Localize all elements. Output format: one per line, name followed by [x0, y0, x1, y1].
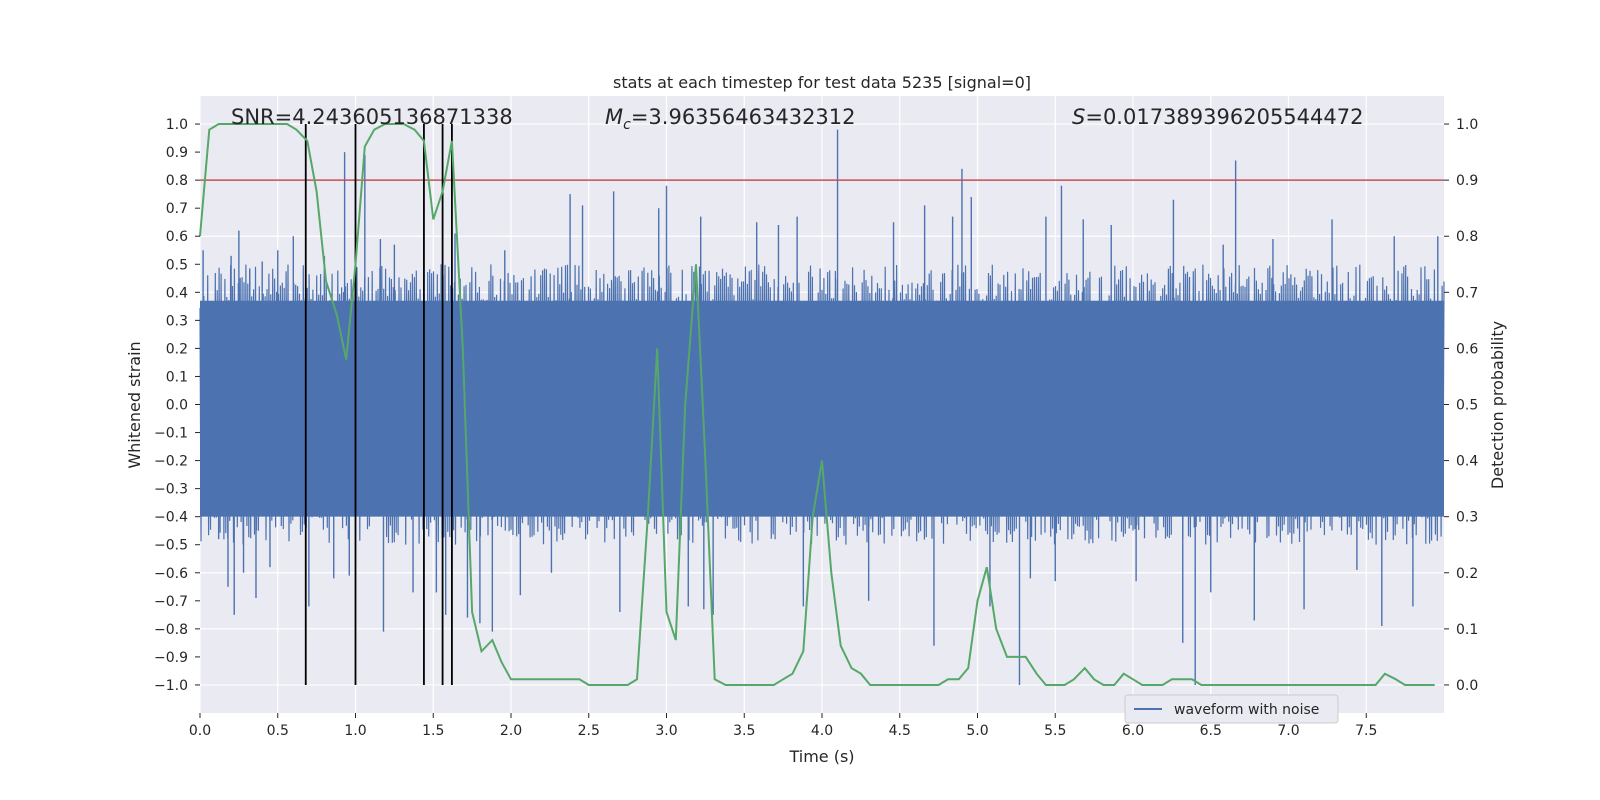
- y-tick-label: 0.8: [166, 173, 188, 189]
- chirp-mass-subscript: c: [623, 117, 631, 133]
- vertical-lines: [304, 124, 453, 685]
- y-tick-label: 0.5: [166, 257, 188, 273]
- probability-series: [199, 123, 1435, 686]
- y2-tick-label: 0.7: [1456, 285, 1478, 301]
- score-value: =0.017389396205544472: [1085, 105, 1363, 129]
- y2-axis-label: Detection probability: [1488, 321, 1507, 489]
- waveform-series: [199, 129, 1445, 685]
- y2-axis-ticks: 0.0 0.1 0.2 0.3 0.4 0.5 0.6 0.7 0.8 0.9 1.0: [1444, 117, 1478, 694]
- x-tick-label: 4.0: [811, 723, 833, 739]
- y2-tick-label: 0.6: [1456, 341, 1478, 357]
- y-tick-label: 1.0: [166, 117, 188, 133]
- score-symbol: S: [1072, 105, 1085, 129]
- x-tick-label: 1.5: [422, 723, 444, 739]
- x-axis-ticks: 0.0 0.5 1.0 1.5 2.0 2.5 3.0 3.5 4.0 4.5 5.0 5.5 6.0 6…: [189, 713, 1377, 739]
- y-tick-label: 0.0: [166, 398, 188, 414]
- chirp-mass-symbol: M: [605, 105, 623, 129]
- y2-tick-label: 0.5: [1456, 398, 1478, 414]
- y2-tick-label: 0.1: [1456, 622, 1478, 638]
- y-tick-label: −0.6: [154, 566, 188, 582]
- y-axis-label: Whitened strain: [125, 341, 144, 468]
- y-tick-label: −0.1: [154, 426, 188, 442]
- x-tick-label: 6.5: [1200, 723, 1222, 739]
- y-tick-label: −0.5: [154, 538, 188, 554]
- chirp-mass-value: =3.96356463432312: [631, 105, 856, 129]
- x-tick-label: 3.5: [733, 723, 755, 739]
- x-tick-label: 5.5: [1044, 723, 1066, 739]
- x-tick-label: 1.0: [344, 723, 366, 739]
- x-tick-label: 7.5: [1355, 723, 1377, 739]
- y-tick-label: −0.3: [154, 482, 188, 498]
- y-tick-label: 0.3: [166, 313, 188, 329]
- y-tick-label: −1.0: [154, 678, 188, 694]
- y2-tick-label: 0.9: [1456, 173, 1478, 189]
- y-tick-label: 0.9: [166, 145, 188, 161]
- x-tick-label: 7.0: [1277, 723, 1299, 739]
- y-axis-ticks: −1.0 −0.9 −0.8 −0.7 −0.6 −0.5 −0.4 −0.3 −0.2 −0.1…: [154, 117, 200, 694]
- legend: waveform with noise: [1124, 694, 1339, 724]
- y2-tick-label: 1.0: [1456, 117, 1478, 133]
- probability-line: [199, 123, 1435, 686]
- x-tick-label: 4.5: [889, 723, 911, 739]
- y-tick-label: −0.8: [154, 622, 188, 638]
- x-axis-label: Time (s): [788, 747, 854, 766]
- y2-tick-label: 0.3: [1456, 510, 1478, 526]
- y-tick-label: 0.6: [166, 229, 188, 245]
- y2-tick-label: 0.0: [1456, 678, 1478, 694]
- legend-label-waveform: waveform with noise: [1174, 702, 1319, 718]
- x-tick-label: 0.5: [267, 723, 289, 739]
- chart-title: stats at each timestep for test data 523…: [613, 73, 1031, 92]
- x-tick-label: 2.0: [500, 723, 522, 739]
- y2-tick-label: 0.2: [1456, 566, 1478, 582]
- chirp-mass-annotation: Mc=3.96356463432312: [605, 105, 856, 133]
- y-tick-label: 0.2: [166, 341, 188, 357]
- y-tick-label: −0.2: [154, 454, 188, 470]
- y-tick-label: 0.4: [166, 285, 188, 301]
- waveform-band: [200, 300, 1444, 517]
- y-tick-label: −0.4: [154, 510, 188, 526]
- y-tick-label: 0.1: [166, 369, 188, 385]
- x-tick-label: 3.0: [655, 723, 677, 739]
- snr-annotation: SNR=4.243605136871338: [231, 105, 513, 129]
- y2-tick-label: 0.4: [1456, 454, 1478, 470]
- y-tick-label: 0.7: [166, 201, 188, 217]
- x-tick-label: 5.0: [966, 723, 988, 739]
- x-tick-label: 0.0: [189, 723, 211, 739]
- legend-box: [1124, 694, 1339, 724]
- y2-tick-label: 0.8: [1456, 229, 1478, 245]
- score-annotation: S=0.017389396205544472: [1072, 105, 1363, 129]
- x-tick-label: 6.0: [1122, 723, 1144, 739]
- y-tick-label: −0.9: [154, 650, 188, 666]
- x-tick-label: 2.5: [578, 723, 600, 739]
- y-tick-label: −0.7: [154, 594, 188, 610]
